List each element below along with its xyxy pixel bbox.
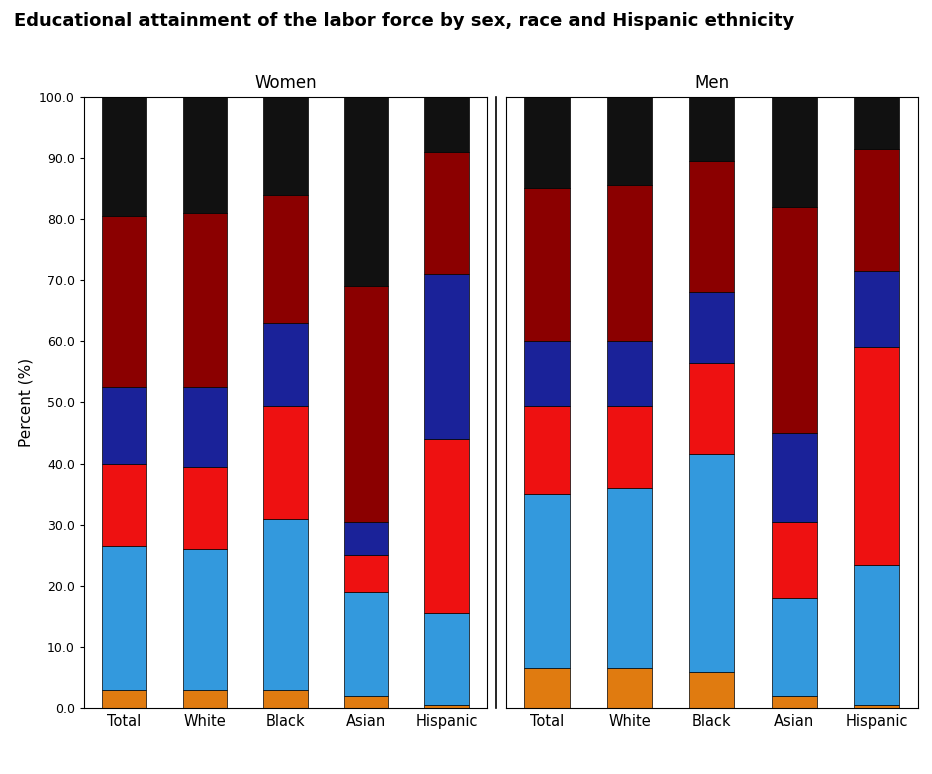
Bar <box>772 696 816 708</box>
Bar <box>607 186 652 341</box>
Bar <box>525 341 569 406</box>
Title: Women: Women <box>254 74 317 92</box>
Bar <box>344 286 388 522</box>
Bar <box>525 669 569 708</box>
Bar <box>772 598 816 696</box>
Bar <box>263 194 308 323</box>
Bar <box>525 406 569 495</box>
Bar <box>424 705 469 708</box>
Bar <box>607 669 652 708</box>
Bar <box>854 348 899 564</box>
Bar <box>344 522 388 556</box>
Bar <box>525 188 569 341</box>
Text: Educational attainment of the labor force by sex, race and Hispanic ethnicity: Educational attainment of the labor forc… <box>14 12 794 29</box>
Bar <box>183 387 227 467</box>
Bar <box>689 672 734 708</box>
Bar <box>344 556 388 592</box>
Bar <box>344 696 388 708</box>
Bar <box>263 97 308 194</box>
Bar <box>424 97 469 152</box>
Bar <box>607 97 652 186</box>
Bar <box>854 705 899 708</box>
Bar <box>103 690 146 708</box>
Bar <box>689 293 734 363</box>
Bar <box>689 454 734 672</box>
Bar <box>424 152 469 274</box>
Bar <box>103 546 146 690</box>
Bar <box>344 97 388 286</box>
Bar <box>607 488 652 669</box>
Bar <box>772 97 816 207</box>
Bar <box>424 274 469 439</box>
Bar <box>424 439 469 614</box>
Bar <box>689 161 734 293</box>
Bar <box>525 97 569 189</box>
Bar <box>263 690 308 708</box>
Bar <box>183 467 227 550</box>
Bar <box>344 592 388 696</box>
Title: Men: Men <box>694 74 730 92</box>
Bar <box>183 550 227 690</box>
Bar <box>772 522 816 598</box>
Bar <box>103 387 146 464</box>
Bar <box>607 341 652 406</box>
Bar <box>183 97 227 213</box>
Bar <box>263 519 308 690</box>
Bar <box>854 97 899 149</box>
Bar <box>689 363 734 454</box>
Bar <box>103 216 146 387</box>
Bar <box>689 97 734 161</box>
Bar <box>772 433 816 522</box>
Bar <box>263 323 308 406</box>
Y-axis label: Percent (%): Percent (%) <box>19 358 34 447</box>
Bar <box>263 406 308 519</box>
Bar <box>183 213 227 387</box>
Bar <box>183 690 227 708</box>
Bar <box>772 207 816 433</box>
Bar <box>424 614 469 705</box>
Bar <box>854 271 899 348</box>
Bar <box>525 495 569 669</box>
Bar <box>854 564 899 705</box>
Bar <box>854 149 899 271</box>
Bar <box>103 464 146 546</box>
Bar <box>607 406 652 488</box>
Bar <box>103 97 146 216</box>
